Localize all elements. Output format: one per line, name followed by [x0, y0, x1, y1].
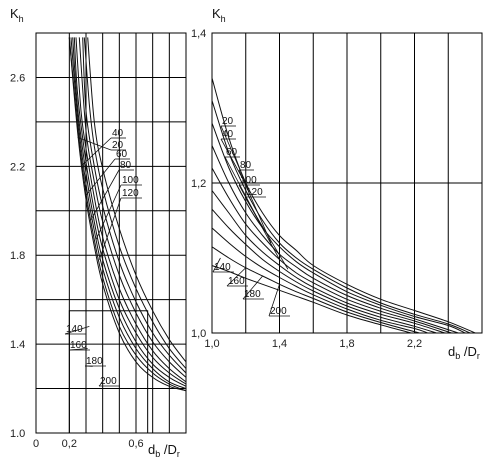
series-label-100: 100: [122, 175, 139, 186]
y-tick-label: 1.8: [10, 250, 25, 262]
series-line-120: [211, 190, 446, 334]
series-line-40: [211, 100, 471, 334]
series-label-120: 120: [122, 188, 139, 199]
series-label-140: 140: [66, 324, 83, 335]
series-label-180: 180: [86, 356, 103, 367]
series-label-leader: [238, 184, 280, 260]
series-label-200: 200: [270, 306, 287, 317]
series-label-20: 20: [222, 116, 234, 127]
series-label-160: 160: [70, 340, 87, 351]
series-label-leader: [95, 184, 122, 240]
series-label-leader: [85, 158, 116, 196]
series-line-80: [72, 37, 187, 387]
series-line-140: [211, 208, 437, 334]
y-tick-label: 2.6: [10, 72, 25, 84]
left-chart-y-axis-label: Kh: [10, 6, 24, 24]
right-chart-tick-labels: 1,0 1,2 1,4 1,0 1,4 1,8 2,2: [191, 28, 422, 350]
series-label-140: 140: [214, 262, 231, 273]
y-tick-label: 1,0: [191, 328, 206, 340]
series-label-80: 80: [240, 160, 252, 171]
series-label-40: 40: [222, 129, 234, 140]
inset-box: [68, 310, 149, 434]
x-tick-label: 1,0: [204, 338, 219, 350]
y-tick-label: 1.0: [10, 428, 25, 440]
x-tick-label: 1,4: [272, 338, 287, 350]
x-tick-label: 0,2: [62, 438, 77, 450]
series-label-160: 160: [228, 276, 245, 287]
series-label-leader: [220, 125, 247, 184]
series-line-100: [73, 37, 187, 385]
right-chart-x-axis-label: db /Dr: [448, 344, 480, 361]
series-line-180: [211, 246, 420, 334]
series-line-180: [83, 37, 187, 369]
left-chart-series: [68, 37, 187, 392]
series-label-leader: [238, 169, 272, 244]
series-label-20: 20: [112, 140, 124, 151]
series-line-160: [82, 37, 187, 374]
series-line-120: [75, 37, 187, 383]
x-tick-label: 2,2: [407, 338, 422, 350]
series-label-leader: [68, 348, 88, 351]
series-label-leader: [244, 196, 289, 270]
series-label-leader: [242, 275, 263, 300]
series-line-60: [70, 37, 187, 390]
series-label-leader: [64, 325, 90, 335]
series-label-60: 60: [116, 149, 128, 160]
series-label-60: 60: [226, 147, 238, 158]
series-label-120: 120: [246, 187, 263, 198]
series-label-leader: [212, 257, 221, 273]
series-line-20: [68, 37, 187, 392]
series-label-leader: [98, 197, 122, 260]
series-line-100: [211, 167, 452, 334]
series-line-200: [87, 37, 187, 363]
series-label-leader: [226, 267, 247, 287]
series-line-40: [68, 37, 187, 392]
series-label-leader: [80, 137, 112, 167]
series-label-leader: [98, 383, 102, 387]
series-line-80: [211, 145, 459, 334]
series-label-leader: [268, 284, 280, 317]
series-line-140: [78, 37, 187, 378]
right-chart-y-axis-label: Kh: [212, 6, 226, 24]
y-tick-label: 2.2: [10, 161, 25, 173]
series-label-leader: [90, 169, 120, 220]
y-tick-label: 1,2: [191, 178, 206, 190]
x-tick-label: 0,6: [128, 438, 143, 450]
series-line-60: [211, 122, 466, 334]
series-line-160: [211, 227, 429, 334]
series-label-200: 200: [100, 376, 117, 387]
left-chart-x-axis-label: db /Dr: [148, 442, 180, 459]
series-label-100: 100: [240, 175, 257, 186]
x-tick-label: 1,8: [339, 338, 354, 350]
series-label-80: 80: [120, 160, 132, 171]
x-tick-label: 0: [33, 438, 39, 450]
series-line-200: [211, 265, 412, 334]
series-label-180: 180: [244, 289, 261, 300]
series-label-40: 40: [112, 128, 124, 139]
y-tick-label: 1.4: [10, 339, 25, 351]
left-chart-tick-labels: 1.0 1.4 1.8 2.2 2.6 0 0,2 0,6: [10, 72, 144, 450]
y-tick-label: 1,4: [191, 28, 206, 40]
series-label-leader: [77, 137, 112, 151]
